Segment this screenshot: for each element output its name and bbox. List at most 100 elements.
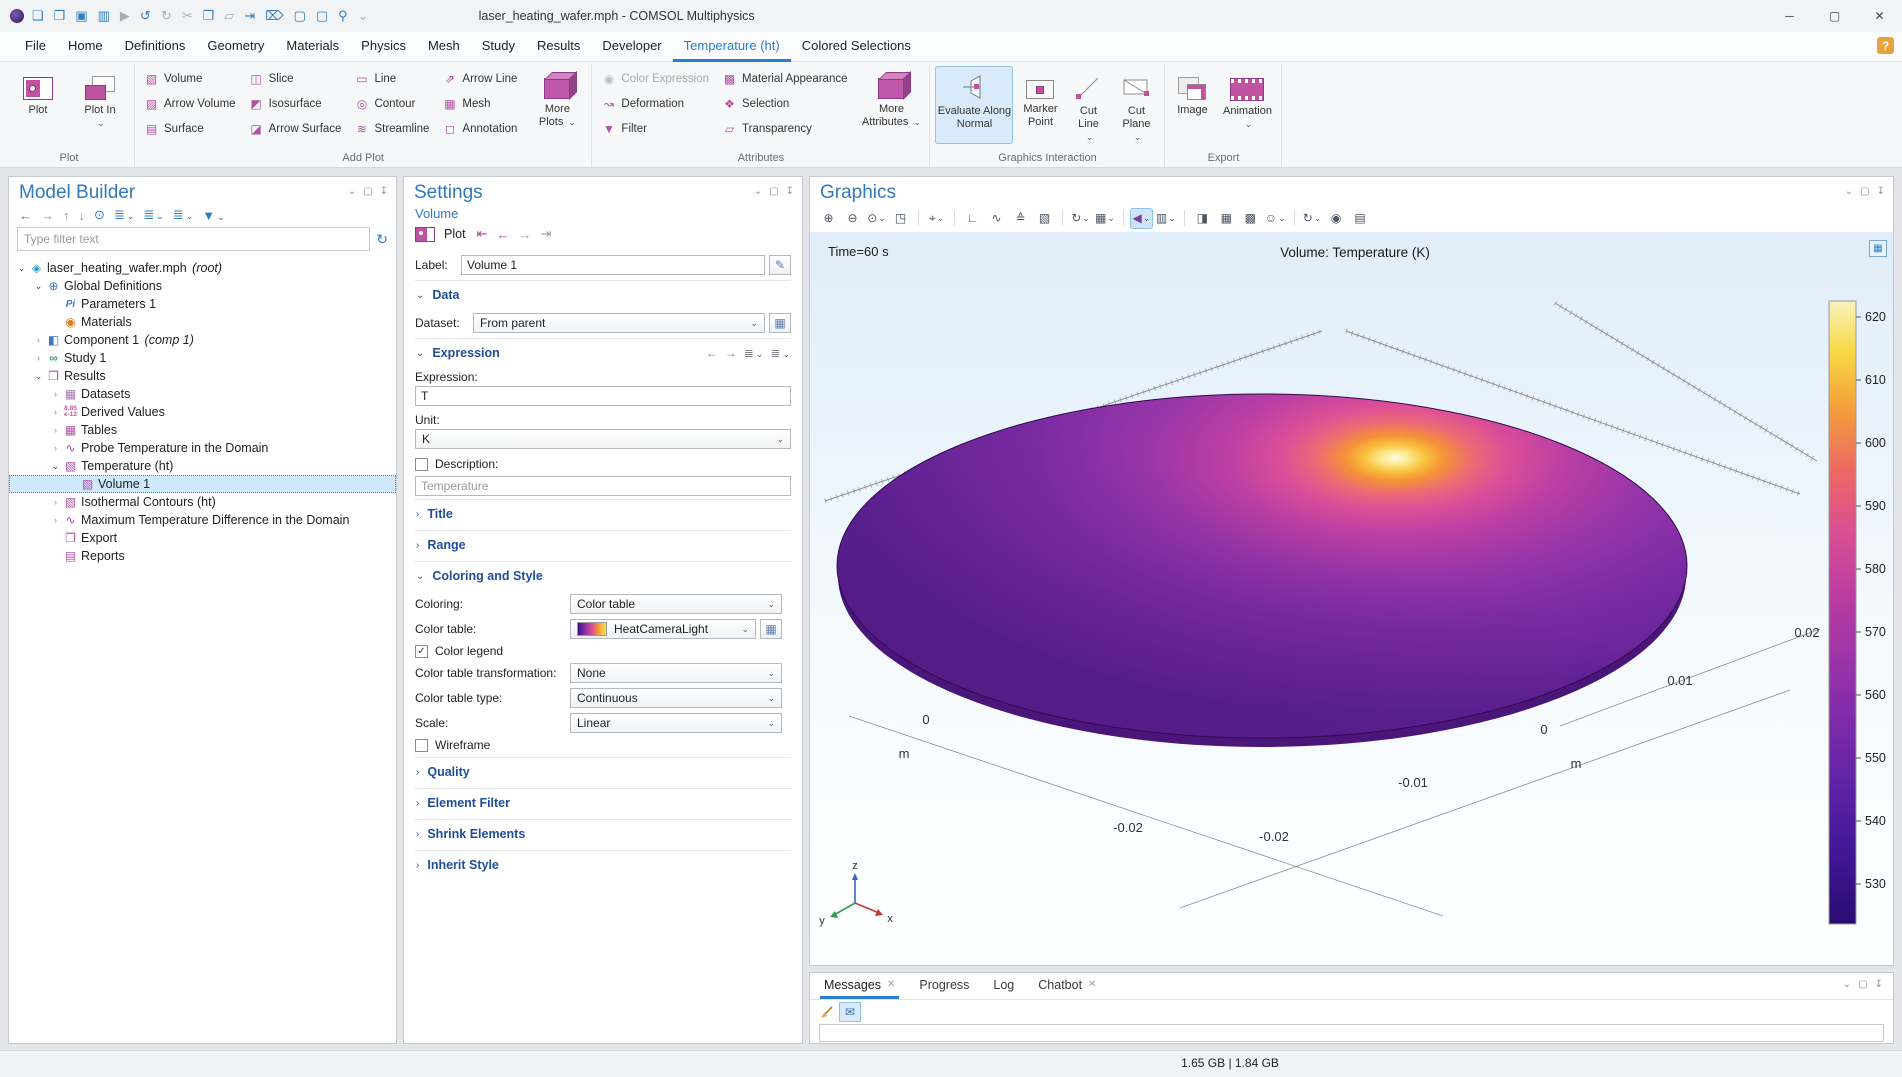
select-region-icon[interactable]: ▧ (1038, 211, 1051, 225)
selection-button[interactable]: ❖ Selection (718, 91, 854, 116)
panel-float-icon[interactable]: ▢ (769, 186, 779, 197)
more-attributes-button[interactable]: More Attributes ⌄ (858, 66, 924, 144)
cut-plane-button[interactable]: Cut Plane ⌄ (1113, 66, 1159, 144)
panel-float-icon[interactable]: ▢ (1860, 186, 1870, 197)
save-as-icon[interactable]: ▥ (97, 8, 110, 23)
select-paint-icon[interactable]: ▢ (315, 8, 329, 23)
color-table-transformation-select[interactable]: None ⌄ (570, 663, 782, 683)
chevron-down-icon[interactable]: ⌄ (51, 460, 60, 471)
snapshot-icon[interactable]: ◉ (1330, 211, 1342, 225)
sound-feedback-icon[interactable]: ◀ ⌄ (1130, 208, 1152, 228)
update-view-icon[interactable]: ↻ ⌄ (1302, 211, 1322, 225)
redo-icon[interactable]: ↻ (160, 8, 172, 23)
arrow-volume-button[interactable]: ▨ Arrow Volume (145, 96, 236, 111)
edit-dataset-icon[interactable]: ▦ (769, 313, 791, 333)
expand-all-icon[interactable]: ≣ ⌄ (143, 207, 164, 222)
search-icon[interactable]: ⚲ (338, 8, 348, 23)
section-inherit-style[interactable]: › Inherit Style (415, 850, 791, 878)
tree-item-parameters[interactable]: Pi Parameters 1 (9, 295, 396, 313)
print-icon[interactable]: ▤ (1354, 211, 1366, 225)
duplicate-icon[interactable]: ⇥ (244, 8, 256, 23)
environment-reflections-icon[interactable]: ▩ (1244, 211, 1256, 225)
tree-item-probe-temperature[interactable]: › ∿ Probe Temperature in the Domain (9, 439, 396, 457)
material-appearance-button[interactable]: ▩ Material Appearance (723, 71, 848, 86)
arrow-surface-button[interactable]: ◪ Arrow Surface (250, 121, 342, 136)
chevron-right-icon[interactable]: › (54, 497, 57, 507)
color-table-select[interactable]: HeatCameraLight ⌄ (570, 619, 756, 639)
tree-item-tables[interactable]: › ▦ Tables (9, 421, 396, 439)
contour-button[interactable]: ◎ Contour (350, 91, 436, 116)
save-icon[interactable]: ▣ (75, 8, 88, 23)
tree-item-temperature-ht[interactable]: ⌄ ▧ Temperature (ht) (9, 457, 396, 475)
description-checkbox[interactable] (415, 457, 428, 471)
section-shrink-elements[interactable]: › Shrink Elements (415, 819, 791, 847)
tab-messages[interactable]: Messages ✕ (820, 973, 900, 999)
evaluate-along-normal-button[interactable]: Evaluate Along Normal (935, 66, 1014, 144)
panel-pin-icon[interactable]: ↧ (1876, 186, 1885, 197)
line-button[interactable]: ▭ Line (356, 71, 397, 86)
tab-materials[interactable]: Materials (286, 38, 340, 53)
coloring-select[interactable]: Color table ⌄ (570, 594, 782, 614)
close-icon[interactable]: ✕ (1088, 979, 1097, 990)
animation-button[interactable]: Animation ⌄ (1218, 66, 1276, 144)
expr-forward-icon[interactable]: → (724, 346, 737, 360)
tree-item-root[interactable]: ⌄ ◈ laser_heating_wafer.mph (root) (9, 259, 396, 277)
graphics-context-menu-icon[interactable]: ▦ (1869, 240, 1887, 257)
tree-item-component[interactable]: › ◧ Component 1 (comp 1) (9, 331, 396, 349)
3d-plot-canvas[interactable]: Time=60 s Volume: Temperature (K) 0.02 0… (810, 232, 1893, 965)
tree-item-isothermal-contours[interactable]: › ▧ Isothermal Contours (ht) (9, 493, 396, 511)
chevron-down-icon[interactable]: ⌄ (34, 370, 43, 381)
toolbar-overflow-icon[interactable]: ⌄ (357, 8, 369, 23)
section-coloring-and-style[interactable]: ⌄ Coloring and Style (415, 561, 791, 589)
tree-item-volume-1[interactable]: ▧ Volume 1 (9, 475, 396, 493)
tab-colored-selections[interactable]: Colored Selections (801, 38, 911, 53)
tab-results[interactable]: Results (537, 38, 581, 53)
color-table-type-select[interactable]: Continuous ⌄ (570, 688, 782, 708)
chevron-right-icon[interactable]: › (54, 389, 57, 399)
expr-back-icon[interactable]: ← (705, 346, 718, 360)
tab-home[interactable]: Home (67, 38, 103, 53)
tree-item-study[interactable]: › ∞ Study 1 (9, 349, 396, 367)
unit-select[interactable]: K ⌄ (415, 429, 791, 449)
insert-expression-icon[interactable]: ≣ ⌄ (770, 346, 790, 360)
tree-item-max-temp-difference[interactable]: › ∿ Maximum Temperature Difference in th… (9, 511, 396, 529)
chevron-down-icon[interactable]: ⌄ (17, 262, 26, 273)
tree-item-datasets[interactable]: › ▦ Datasets (9, 385, 396, 403)
dataset-select[interactable]: From parent ⌄ (473, 313, 765, 333)
axis-settings-icon[interactable]: ≙ (1015, 211, 1026, 225)
tree-filter-icon[interactable]: ▼ ⌄ (202, 207, 225, 223)
scene-light-icon[interactable]: ☺ ⌄ (1264, 211, 1286, 225)
chevron-right-icon[interactable]: › (37, 353, 40, 363)
marker-point-button[interactable]: Marker Point (1017, 66, 1063, 144)
panel-pin-icon[interactable]: ↧ (379, 186, 388, 197)
isosurface-button[interactable]: ◩ Isosurface (250, 96, 322, 111)
tab-mesh[interactable]: Mesh (427, 38, 460, 53)
copy-icon[interactable]: ❐ (202, 8, 215, 23)
tree-item-global-definitions[interactable]: ⌄ ⊕ Global Definitions (9, 277, 396, 295)
forward-icon[interactable]: → (41, 207, 54, 223)
edit-color-table-icon[interactable]: ▦ (760, 619, 782, 639)
show-grid-icon[interactable]: ◨ (1196, 211, 1208, 225)
chevron-right-icon[interactable]: › (54, 407, 57, 417)
expression-input[interactable] (415, 386, 791, 406)
panel-float-icon[interactable]: ▢ (1858, 979, 1868, 990)
panel-float-icon[interactable]: ▢ (363, 186, 373, 197)
select-box-icon[interactable]: ▢ (293, 8, 306, 23)
wireframe-checkbox[interactable] (415, 738, 428, 752)
settings-plot-button[interactable]: Plot (444, 227, 466, 241)
panel-menu-icon[interactable]: ⌄ (753, 186, 763, 197)
help-icon[interactable]: ? (1877, 37, 1894, 54)
tab-progress[interactable]: Progress (919, 977, 970, 992)
new-file-icon[interactable]: ❏ (32, 8, 44, 23)
run-icon[interactable]: ▶ (119, 8, 130, 23)
rename-icon[interactable]: ✎ (769, 255, 791, 275)
delete-icon[interactable]: ⌦ (265, 8, 284, 23)
plot-button[interactable]: Plot (9, 66, 67, 144)
volume-button[interactable]: ▧ Volume (145, 71, 203, 86)
cut-line-button[interactable]: Cut Line ⌄ (1067, 66, 1109, 144)
image-button[interactable]: Image (1170, 66, 1214, 144)
panel-menu-icon[interactable]: ⌄ (1842, 979, 1852, 990)
zoom-box-icon[interactable]: ⊙ ⌄ (867, 211, 886, 225)
undo-icon[interactable]: ↺ (139, 8, 151, 23)
minimize-button[interactable]: ─ (1785, 9, 1794, 23)
